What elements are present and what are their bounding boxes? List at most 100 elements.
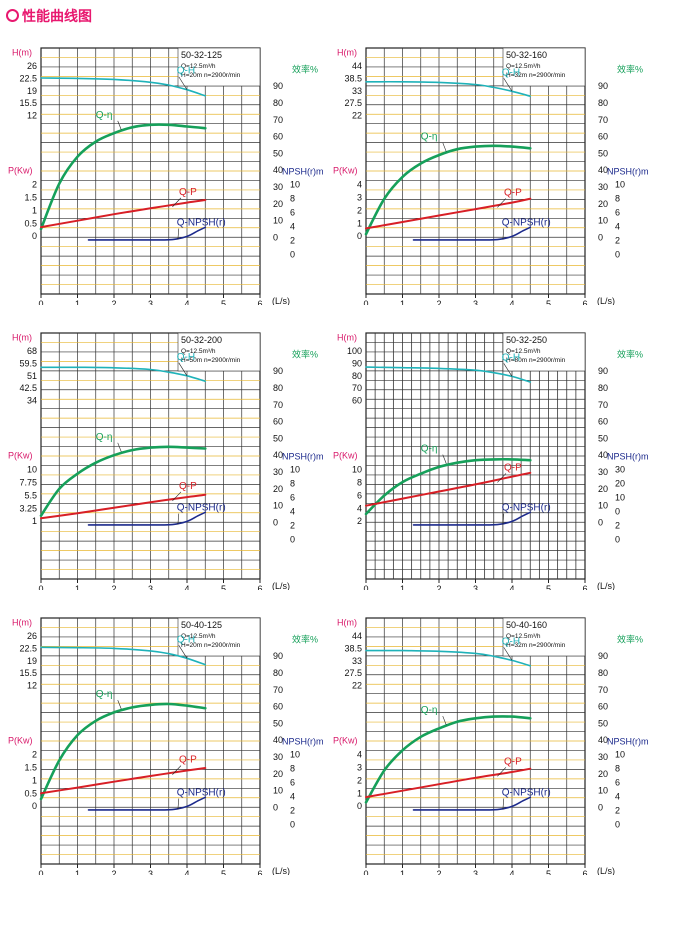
head-tick-label: 27.5 bbox=[344, 668, 362, 678]
chart-50-32-160: 50-32-160 Q=12.5m³/h H=32m n=2900r/min 0 1 2 3… bbox=[333, 47, 649, 305]
x-tick-label-ls: 5 bbox=[546, 869, 551, 875]
curve-label-head: Q-H bbox=[177, 352, 195, 363]
curve-leader bbox=[178, 76, 188, 90]
curve-leader bbox=[178, 362, 188, 376]
x-tick-label-ls: 5 bbox=[546, 299, 551, 305]
head-tick-label: 59.5 bbox=[19, 358, 37, 368]
power-axis-label: P(Kw) bbox=[333, 165, 358, 175]
efficiency-tick-label: 0 bbox=[598, 232, 603, 242]
npsh-tick-label: 6 bbox=[290, 493, 295, 503]
x-tick-label-ls: 3 bbox=[473, 869, 478, 875]
efficiency-tick-label: 90 bbox=[598, 366, 608, 376]
curve-label-npsh: Q-NPSH(r) bbox=[502, 503, 551, 514]
npsh-tick-label: 2 bbox=[615, 521, 620, 531]
x-tick-label-ls: 5 bbox=[546, 584, 551, 590]
power-tick-label: 2 bbox=[32, 180, 37, 190]
head-tick-label: 19 bbox=[27, 86, 37, 96]
npsh-tick-label: 10 bbox=[290, 465, 300, 475]
efficiency-tick-label: 30 bbox=[273, 182, 283, 192]
npsh-tick-label: 4 bbox=[290, 792, 295, 802]
npsh-tick-label: 4 bbox=[615, 792, 620, 802]
power-tick-label: 10 bbox=[27, 465, 37, 475]
head-speed-rating: H=32m n=2900r/min bbox=[506, 642, 566, 649]
curve-label-npsh: Q-NPSH(r) bbox=[177, 503, 226, 514]
power-tick-label: 1 bbox=[357, 788, 362, 798]
efficiency-tick-label: 60 bbox=[598, 132, 608, 142]
power-tick-label: 3 bbox=[357, 192, 362, 202]
npsh-tick-label: 0 bbox=[615, 250, 620, 260]
curve-npsh bbox=[87, 226, 207, 241]
efficiency-axis-label: 效率% bbox=[292, 349, 318, 360]
head-tick-label: 15.5 bbox=[19, 98, 37, 108]
efficiency-tick-label: 30 bbox=[273, 752, 283, 762]
x-tick-label-ls: 2 bbox=[436, 869, 441, 875]
head-tick-label: 12 bbox=[27, 681, 37, 691]
curve-leader bbox=[497, 198, 507, 208]
power-axis-label: P(Kw) bbox=[333, 450, 358, 460]
x-axis-label-ls: (L/s) bbox=[272, 866, 290, 875]
npsh-tick-label: 8 bbox=[615, 194, 620, 204]
efficiency-tick-label: 40 bbox=[598, 735, 608, 745]
x-tick-label-ls: 2 bbox=[111, 584, 116, 590]
model-label: 50-32-250 bbox=[506, 335, 547, 345]
curve-power bbox=[40, 199, 207, 229]
npsh-axis-label: NPSH(r)m bbox=[607, 737, 649, 747]
npsh-tick-label: 10 bbox=[615, 750, 625, 760]
efficiency-tick-label: 60 bbox=[598, 417, 608, 427]
power-tick-label: 5.5 bbox=[24, 490, 37, 500]
x-axis-label-ls: (L/s) bbox=[597, 296, 615, 305]
x-tick-label-ls: 4 bbox=[509, 299, 514, 305]
power-axis-label: P(Kw) bbox=[8, 450, 33, 460]
npsh-tick-label: 2 bbox=[615, 236, 620, 246]
efficiency-tick-label: 10 bbox=[273, 786, 283, 796]
curve-label-power: Q-P bbox=[179, 755, 197, 766]
efficiency-tick-label: 70 bbox=[598, 400, 608, 410]
efficiency-tick-label: 20 bbox=[273, 199, 283, 209]
head-axis-label: H(m) bbox=[337, 47, 357, 57]
efficiency-tick-label: 50 bbox=[273, 148, 283, 158]
curve-label-power: Q-P bbox=[179, 481, 197, 492]
npsh-tick-label: 10 bbox=[615, 180, 625, 190]
x-tick-label-ls: 5 bbox=[221, 299, 226, 305]
x-tick-label-ls: 2 bbox=[436, 299, 441, 305]
flow-rating: Q=12.5m³/h bbox=[506, 348, 541, 355]
curve-leader bbox=[502, 228, 505, 240]
power-tick-label: 1.5 bbox=[24, 762, 37, 772]
npsh-tick-label: 20 bbox=[615, 479, 625, 489]
npsh-tick-label: 4 bbox=[290, 507, 295, 517]
efficiency-tick-label: 80 bbox=[273, 668, 283, 678]
curve-leader bbox=[503, 363, 513, 377]
efficiency-tick-label: 40 bbox=[598, 450, 608, 460]
efficiency-tick-label: 60 bbox=[273, 132, 283, 142]
head-tick-label: 33 bbox=[352, 86, 362, 96]
info-box bbox=[502, 617, 586, 657]
x-tick-label-ls: 5 bbox=[221, 869, 226, 875]
x-tick-label-ls: 4 bbox=[184, 299, 189, 305]
curve-label-head: Q-H bbox=[177, 66, 195, 77]
curve-label-npsh: Q-NPSH(r) bbox=[177, 788, 226, 799]
curve-label-efficiency: Q-η bbox=[421, 705, 438, 716]
efficiency-tick-label: 10 bbox=[598, 216, 608, 226]
npsh-tick-label: 2 bbox=[290, 521, 295, 531]
efficiency-tick-label: 40 bbox=[273, 165, 283, 175]
power-tick-label: 1 bbox=[357, 218, 362, 228]
efficiency-tick-label: 30 bbox=[598, 467, 608, 477]
npsh-tick-label: 10 bbox=[290, 750, 300, 760]
efficiency-tick-label: 20 bbox=[598, 199, 608, 209]
efficiency-axis-label: 效率% bbox=[617, 64, 643, 75]
x-tick-label-ls: 3 bbox=[473, 584, 478, 590]
curve-label-npsh: Q-NPSH(r) bbox=[502, 218, 551, 229]
curve-npsh bbox=[87, 796, 207, 811]
page-title: 性能曲线图 bbox=[6, 6, 92, 26]
x-tick-label-ls: 2 bbox=[436, 584, 441, 590]
head-tick-label: 26 bbox=[27, 61, 37, 71]
curve-label-power: Q-P bbox=[504, 462, 522, 473]
efficiency-tick-label: 0 bbox=[273, 232, 278, 242]
curve-label-power: Q-P bbox=[504, 187, 522, 198]
curve-leader bbox=[502, 513, 505, 525]
npsh-tick-label: 10 bbox=[290, 180, 300, 190]
chart-50-32-250: 50-32-250 Q=12.5m³/h H=80m n=2900r/min 0 1 2 3… bbox=[333, 332, 649, 590]
efficiency-tick-label: 50 bbox=[598, 718, 608, 728]
curve-power bbox=[365, 767, 532, 799]
efficiency-tick-label: 10 bbox=[273, 501, 283, 511]
